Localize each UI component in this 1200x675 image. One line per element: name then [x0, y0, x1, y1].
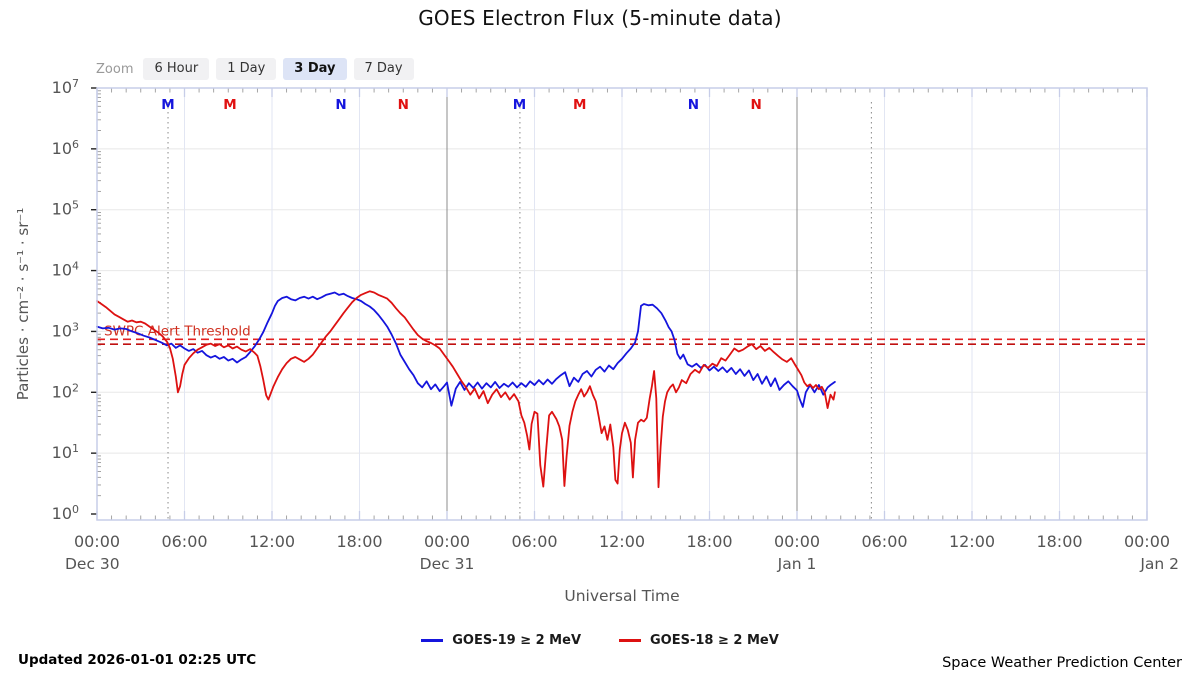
- goes19-line-swatch: [421, 639, 444, 642]
- day-label: Dec 30: [65, 555, 120, 573]
- flux-chart: SWPC Alert Threshold M M N N M M N N 107 106 105 104…: [14, 77, 1179, 605]
- svg-text:105: 105: [52, 199, 79, 219]
- y-axis-title: Particles · cm⁻² · s⁻¹ · sr⁻¹: [14, 208, 32, 401]
- svg-text:00:00: 00:00: [774, 532, 820, 551]
- satellite-marker-N: N: [398, 97, 409, 113]
- svg-text:12:00: 12:00: [599, 532, 645, 551]
- svg-text:06:00: 06:00: [161, 532, 207, 551]
- svg-text:12:00: 12:00: [249, 532, 295, 551]
- page-title: GOES Electron Flux (5-minute data): [418, 6, 782, 30]
- satellite-marker-M: M: [161, 97, 174, 113]
- svg-text:101: 101: [52, 442, 79, 462]
- goes18-line-swatch: [619, 639, 641, 642]
- goes19-flux-line: [96, 291, 836, 408]
- alert-threshold: SWPC Alert Threshold: [97, 323, 1147, 346]
- satellite-marker-M: M: [573, 97, 586, 113]
- x-axis-title: Universal Time: [564, 587, 679, 605]
- legend-item-goes18: GOES-18 ≥ 2 MeV: [619, 633, 779, 648]
- svg-text:100: 100: [52, 503, 79, 523]
- satellite-marker-N: N: [335, 97, 346, 113]
- svg-text:18:00: 18:00: [1036, 532, 1082, 551]
- day-label: Jan 1: [777, 555, 817, 573]
- threshold-label: SWPC Alert Threshold: [104, 323, 251, 339]
- satellite-marker-M: M: [223, 97, 236, 113]
- svg-text:18:00: 18:00: [336, 532, 382, 551]
- svg-text:106: 106: [52, 138, 79, 158]
- goes18-flux-line: [96, 290, 836, 489]
- day-label: Dec 31: [420, 555, 475, 573]
- svg-text:00:00: 00:00: [424, 532, 470, 551]
- svg-text:107: 107: [52, 77, 79, 97]
- legend-item-goes19: GOES-19 ≥ 2 MeV: [421, 633, 581, 648]
- satellite-marker-M: M: [513, 97, 526, 113]
- day-boundary-lines: [446, 88, 798, 520]
- day-label: Jan 2: [1139, 555, 1179, 573]
- svg-text:12:00: 12:00: [949, 532, 995, 551]
- zoom-button-3day[interactable]: 3 Day: [283, 58, 347, 80]
- x-axis-tick-labels: 00:00 Dec 30 06:00 12:00 18:00 00:00 Dec 31 06:…: [65, 532, 1179, 573]
- zoom-button-7day[interactable]: 7 Day: [353, 58, 414, 80]
- svg-text:06:00: 06:00: [861, 532, 907, 551]
- svg-text:00:00: 00:00: [74, 532, 120, 551]
- goes19-legend-label: GOES-19 ≥ 2 MeV: [452, 633, 581, 648]
- zoom-button-1day[interactable]: 1 Day: [216, 58, 277, 80]
- source-credit: Space Weather Prediction Center: [942, 655, 1182, 671]
- zoom-label: Zoom: [96, 61, 134, 77]
- satellite-marker-N: N: [751, 97, 762, 113]
- zoom-controls: Zoom 6 Hour 1 Day 3 Day 7 Day: [96, 58, 414, 80]
- plot-border: [96, 87, 1148, 521]
- satellite-marker-N: N: [688, 97, 699, 113]
- svg-text:18:00: 18:00: [686, 532, 732, 551]
- goes18-legend-label: GOES-18 ≥ 2 MeV: [650, 633, 779, 648]
- updated-timestamp: Updated 2026-01-01 02:25 UTC: [18, 652, 257, 668]
- y-axis-tick-labels: 107 106 105 104 103 102 101 100: [52, 77, 79, 523]
- svg-text:00:00: 00:00: [1124, 532, 1170, 551]
- svg-text:104: 104: [52, 260, 79, 280]
- y-axis-ticks: [91, 87, 101, 515]
- svg-text:103: 103: [52, 320, 79, 340]
- vertical-gridlines: [184, 88, 1060, 520]
- chart-legend: GOES-19 ≥ 2 MeV GOES-18 ≥ 2 MeV: [0, 633, 1200, 648]
- svg-text:102: 102: [52, 381, 79, 401]
- svg-text:06:00: 06:00: [511, 532, 557, 551]
- zoom-button-6hour[interactable]: 6 Hour: [143, 58, 210, 80]
